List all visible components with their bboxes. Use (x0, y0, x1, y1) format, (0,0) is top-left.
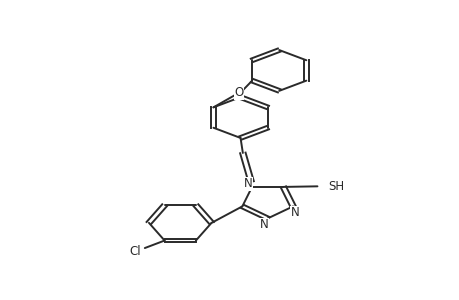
Text: Cl: Cl (129, 244, 140, 257)
Text: N: N (243, 177, 252, 190)
Text: SH: SH (328, 180, 344, 193)
Text: O: O (234, 86, 243, 99)
Text: N: N (259, 218, 268, 232)
Text: N: N (291, 206, 299, 220)
